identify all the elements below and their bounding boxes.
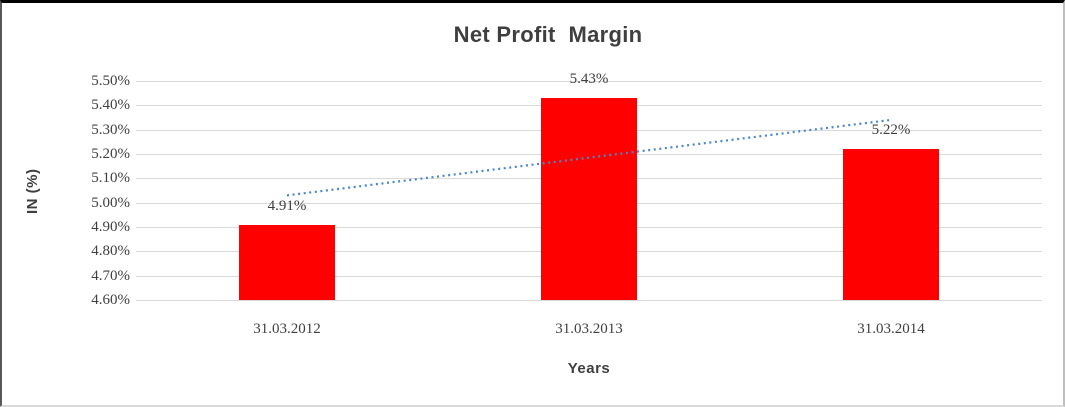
- bar: [843, 149, 939, 300]
- x-axis-title: Years: [567, 360, 611, 377]
- x-category-label: 31.03.2012: [253, 321, 321, 337]
- y-tick-label: 5.20%: [91, 146, 130, 162]
- bar-data-label: 5.43%: [569, 71, 609, 87]
- y-axis-title: IN (%): [24, 168, 41, 214]
- y-tick-label: 5.10%: [91, 170, 130, 186]
- gridline: [136, 300, 1042, 301]
- bar: [541, 98, 637, 300]
- bar: [239, 225, 335, 300]
- chart-title: Net Profit Margin: [453, 22, 643, 47]
- trendline-dotted-line: [286, 118, 892, 197]
- gridline: [136, 81, 1042, 82]
- y-tick-label: 5.00%: [91, 195, 130, 211]
- y-tick-label: 5.40%: [91, 97, 130, 113]
- trendline: [286, 118, 892, 197]
- y-tick-label: 5.30%: [91, 122, 130, 138]
- y-tick-label: 4.60%: [91, 292, 130, 308]
- y-tick-label: 5.50%: [91, 73, 130, 89]
- bar-data-label: 5.22%: [871, 122, 911, 138]
- x-category-label: 31.03.2014: [857, 321, 925, 337]
- bar-data-label: 4.91%: [267, 198, 307, 214]
- y-tick-label: 4.80%: [91, 243, 130, 259]
- y-tick-label: 4.70%: [91, 268, 130, 284]
- x-category-label: 31.03.2013: [555, 321, 623, 337]
- y-tick-label: 4.90%: [91, 219, 130, 235]
